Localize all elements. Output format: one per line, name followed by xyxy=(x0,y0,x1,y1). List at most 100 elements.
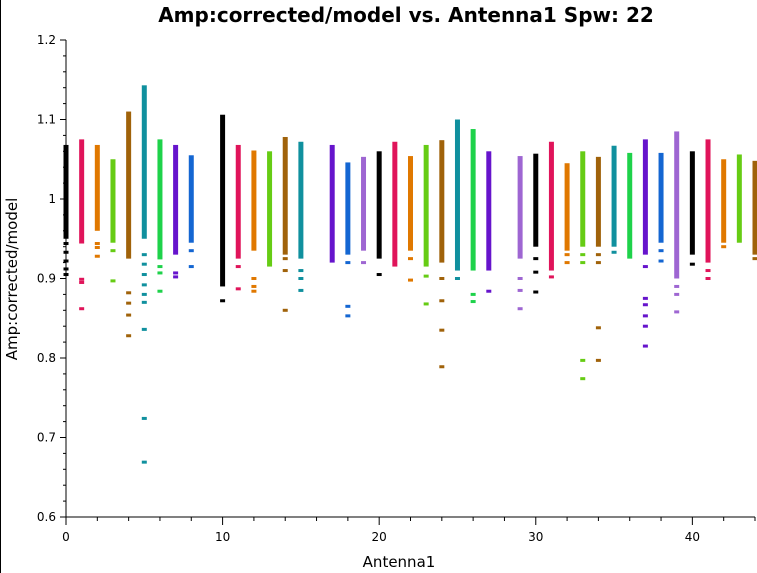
data-point xyxy=(580,358,586,362)
point-column xyxy=(611,145,617,247)
data-point xyxy=(173,275,179,279)
point-column xyxy=(580,151,586,247)
point-column xyxy=(267,151,273,267)
antenna-38-points xyxy=(658,152,664,263)
point-column xyxy=(642,139,648,255)
antenna-44-points xyxy=(752,160,757,261)
point-column xyxy=(486,151,492,271)
data-point xyxy=(564,261,570,265)
data-point xyxy=(580,377,586,381)
point-column xyxy=(94,144,100,231)
data-point xyxy=(282,308,288,312)
point-column xyxy=(63,144,69,239)
data-point xyxy=(408,257,413,261)
data-point xyxy=(595,326,601,330)
point-column xyxy=(564,163,570,251)
point-column xyxy=(439,140,445,263)
data-point xyxy=(705,277,711,280)
data-point xyxy=(110,279,116,283)
data-point xyxy=(251,289,257,293)
point-column xyxy=(235,144,241,259)
point-column xyxy=(157,139,163,260)
point-column xyxy=(345,162,351,255)
point-column xyxy=(173,144,179,255)
antenna-34-points xyxy=(595,156,601,362)
data-point xyxy=(63,267,69,271)
antenna-39-points xyxy=(674,131,680,314)
data-point xyxy=(439,277,445,280)
data-point xyxy=(674,292,680,296)
data-point xyxy=(94,254,100,258)
data-point xyxy=(63,250,69,254)
antenna-43-points xyxy=(736,154,742,243)
antenna-15-points xyxy=(298,141,304,292)
data-point xyxy=(157,271,163,275)
point-column xyxy=(423,144,429,267)
data-point xyxy=(470,292,476,296)
data-point xyxy=(658,259,664,263)
point-column xyxy=(470,129,476,271)
data-point xyxy=(642,324,648,328)
antenna-20-points xyxy=(376,151,382,277)
antenna-19-points xyxy=(361,156,367,265)
data-point xyxy=(298,269,304,273)
antenna-32-points xyxy=(564,163,570,265)
data-point xyxy=(423,302,429,306)
antenna-17-points xyxy=(329,144,335,263)
data-point xyxy=(126,334,132,338)
point-column xyxy=(188,155,194,243)
data-point xyxy=(282,257,288,261)
data-point xyxy=(408,278,413,282)
antenna-13-points xyxy=(267,151,273,267)
antenna-41-points xyxy=(705,139,711,280)
point-column xyxy=(548,141,554,271)
data-point xyxy=(141,273,147,277)
antenna-5-points xyxy=(141,85,147,464)
point-column xyxy=(298,141,304,259)
data-point xyxy=(63,273,69,277)
point-column xyxy=(533,153,539,247)
data-point xyxy=(752,257,757,261)
y-axis-label: Amp:corrected/model xyxy=(3,198,21,360)
point-column xyxy=(674,131,680,279)
data-point xyxy=(517,277,523,280)
data-point xyxy=(79,280,85,284)
data-point xyxy=(658,249,664,253)
data-point xyxy=(251,284,257,288)
data-point xyxy=(345,314,351,318)
antenna-3-points xyxy=(110,159,116,283)
data-point xyxy=(141,283,147,287)
x-tick-label: 30 xyxy=(528,530,543,544)
data-point xyxy=(345,261,351,265)
data-point xyxy=(63,259,69,263)
data-point xyxy=(595,358,601,362)
chart-title: Amp:corrected/model vs. Antenna1 Spw: 22 xyxy=(158,3,654,27)
antenna-29-points xyxy=(517,156,523,311)
x-tick-label: 0 xyxy=(62,530,70,544)
data-point xyxy=(533,290,539,294)
antenna-8-points xyxy=(188,155,194,269)
point-column xyxy=(141,85,147,239)
data-point xyxy=(345,304,351,308)
data-point xyxy=(674,284,680,288)
point-column xyxy=(721,159,727,243)
data-point xyxy=(595,261,601,265)
data-point xyxy=(220,299,226,303)
data-point xyxy=(141,416,147,420)
data-point xyxy=(674,310,680,314)
point-column xyxy=(517,156,523,259)
antenna-24-points xyxy=(439,140,445,369)
antenna-42-points xyxy=(721,159,727,249)
antenna-10-points xyxy=(220,114,226,303)
data-point xyxy=(517,288,523,292)
data-point xyxy=(63,242,69,246)
point-column xyxy=(705,139,711,263)
data-point xyxy=(79,307,85,311)
point-column xyxy=(689,151,695,255)
data-point xyxy=(188,249,194,253)
data-point xyxy=(423,274,429,278)
antenna-2-points xyxy=(94,144,100,258)
data-point xyxy=(157,265,163,269)
